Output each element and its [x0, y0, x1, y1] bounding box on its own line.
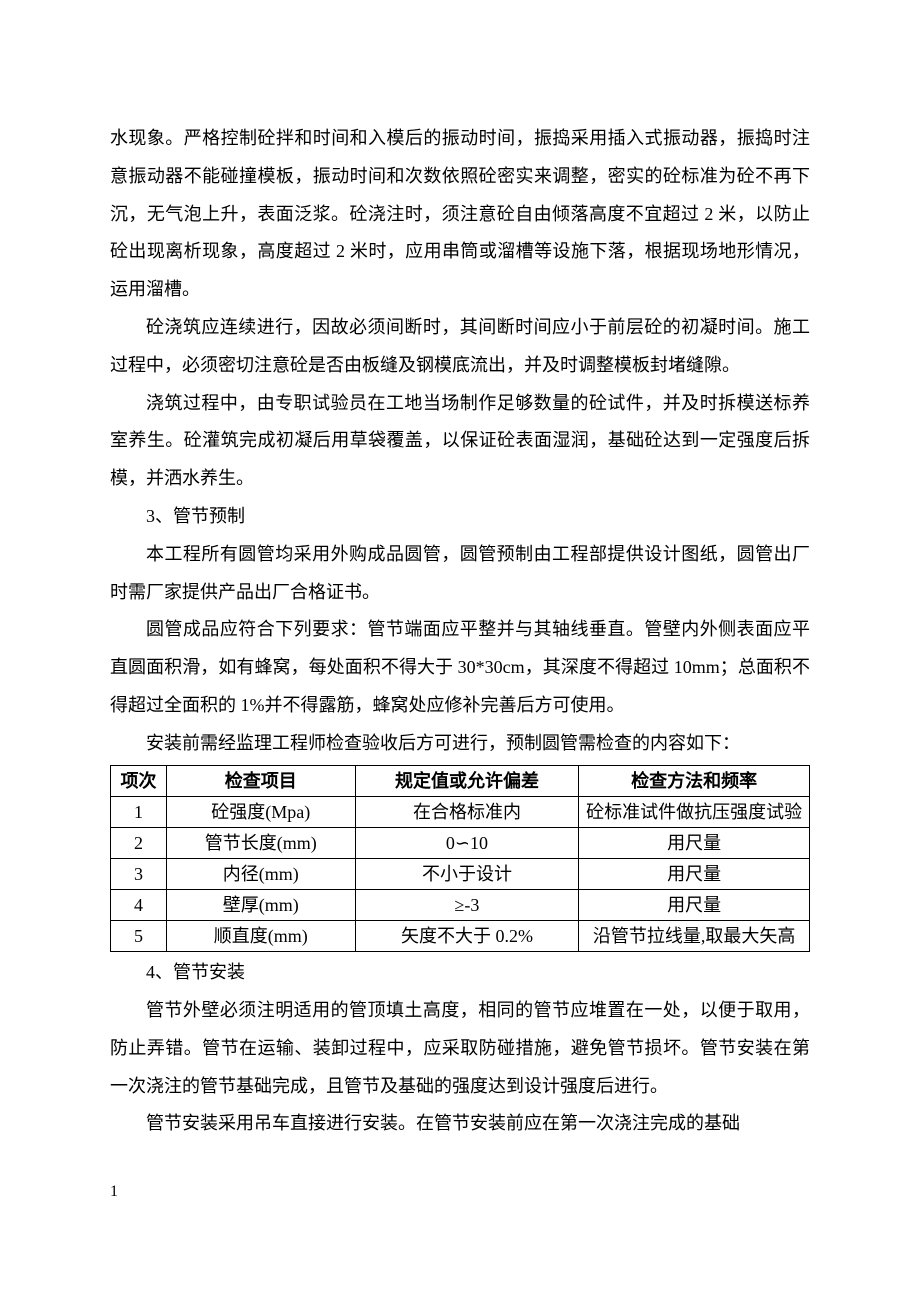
table-cell: 在合格标准内	[355, 796, 579, 827]
section-heading-4: 4、管节安装	[110, 954, 810, 992]
table-cell: 用尺量	[579, 889, 810, 920]
table-cell: 0∽10	[355, 827, 579, 858]
table-cell: 矢度不大于 0.2%	[355, 921, 579, 952]
table-cell: 2	[111, 827, 167, 858]
body-paragraph: 圆管成品应符合下列要求：管节端面应平整并与其轴线垂直。管壁内外侧表面应平直圆面积…	[110, 611, 810, 724]
table-cell: 管节长度(mm)	[166, 827, 355, 858]
table-header-cell: 项次	[111, 765, 167, 796]
table-row: 4 壁厚(mm) ≥-3 用尺量	[111, 889, 810, 920]
table-cell: 顺直度(mm)	[166, 921, 355, 952]
table-cell: 壁厚(mm)	[166, 889, 355, 920]
body-paragraph: 水现象。严格控制砼拌和时间和入模后的振动时间，振捣采用插入式振动器，振捣时注意振…	[110, 120, 810, 309]
table-cell: 不小于设计	[355, 858, 579, 889]
document-page: 水现象。严格控制砼拌和时间和入模后的振动时间，振捣采用插入式振动器，振捣时注意振…	[0, 0, 920, 1302]
body-paragraph: 砼浇筑应连续进行，因故必须间断时，其间断时间应小于前层砼的初凝时间。施工过程中，…	[110, 309, 810, 385]
page-number: 1	[110, 1183, 810, 1201]
table-row: 2 管节长度(mm) 0∽10 用尺量	[111, 827, 810, 858]
table-cell: 1	[111, 796, 167, 827]
table-cell: 内径(mm)	[166, 858, 355, 889]
body-paragraph: 本工程所有圆管均采用外购成品圆管，圆管预制由工程部提供设计图纸，圆管出厂时需厂家…	[110, 536, 810, 612]
table-header-row: 项次 检查项目 规定值或允许偏差 检查方法和频率	[111, 765, 810, 796]
table-cell: 砼强度(Mpa)	[166, 796, 355, 827]
table-lead-in: 安装前需经监理工程师检查验收后方可进行，预制圆管需检查的内容如下：	[110, 725, 810, 763]
table-header-cell: 规定值或允许偏差	[355, 765, 579, 796]
table-header-cell: 检查项目	[166, 765, 355, 796]
inspection-table: 项次 检查项目 规定值或允许偏差 检查方法和频率 1 砼强度(Mpa) 在合格标…	[110, 765, 810, 953]
table-cell: 3	[111, 858, 167, 889]
table-cell: 用尺量	[579, 858, 810, 889]
table-cell: 沿管节拉线量,取最大矢高	[579, 921, 810, 952]
body-paragraph: 浇筑过程中，由专职试验员在工地当场制作足够数量的砼试件，并及时拆模送标养室养生。…	[110, 385, 810, 498]
table-row: 1 砼强度(Mpa) 在合格标准内 砼标准试件做抗压强度试验	[111, 796, 810, 827]
body-paragraph: 管节外壁必须注明适用的管顶填土高度，相同的管节应堆置在一处，以便于取用，防止弄错…	[110, 992, 810, 1105]
table-row: 5 顺直度(mm) 矢度不大于 0.2% 沿管节拉线量,取最大矢高	[111, 921, 810, 952]
table-row: 3 内径(mm) 不小于设计 用尺量	[111, 858, 810, 889]
table-cell: 用尺量	[579, 827, 810, 858]
table-cell: ≥-3	[355, 889, 579, 920]
table-cell: 5	[111, 921, 167, 952]
table-cell: 4	[111, 889, 167, 920]
table-header-cell: 检查方法和频率	[579, 765, 810, 796]
body-paragraph: 管节安装采用吊车直接进行安装。在管节安装前应在第一次浇注完成的基础	[110, 1105, 810, 1143]
table-cell: 砼标准试件做抗压强度试验	[579, 796, 810, 827]
section-heading-3: 3、管节预制	[110, 498, 810, 536]
